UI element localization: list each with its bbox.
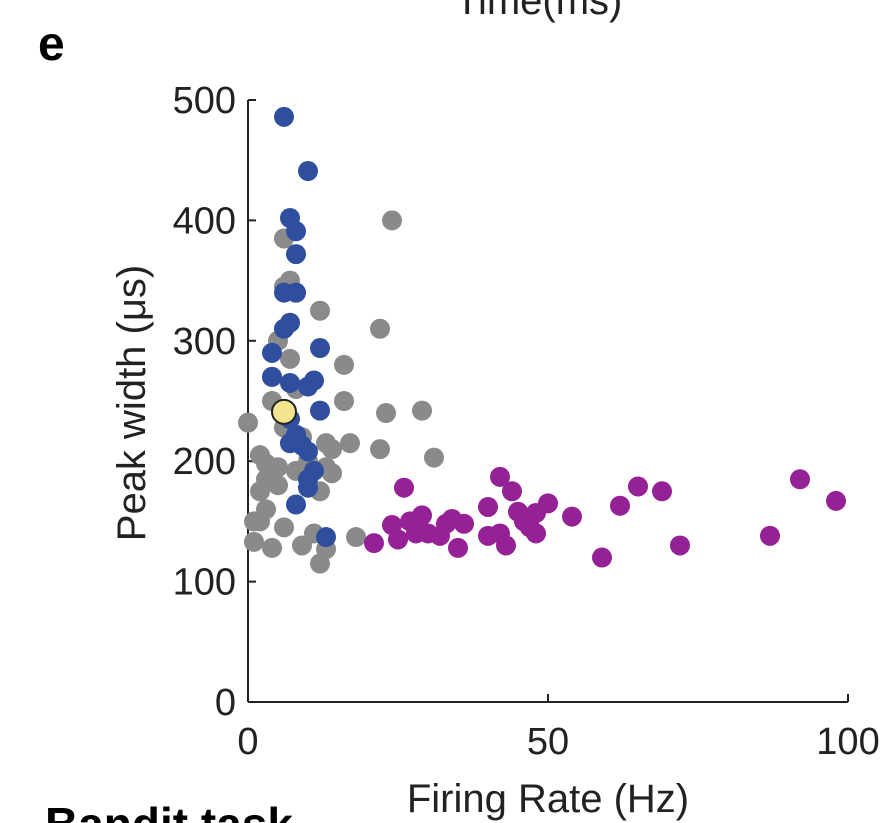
data-point	[262, 366, 282, 387]
data-point	[382, 210, 402, 231]
y-axis-label: Peak width (μs)	[110, 265, 154, 541]
data-point	[298, 161, 318, 182]
data-point	[424, 447, 444, 468]
data-point	[274, 106, 294, 127]
data-point	[340, 433, 360, 454]
data-point	[286, 494, 306, 515]
top-cut-label: Time(ms)	[455, 0, 622, 23]
data-point	[280, 348, 300, 369]
data-point	[268, 475, 288, 496]
data-point	[394, 477, 414, 498]
data-point	[346, 527, 366, 548]
data-point	[388, 529, 408, 550]
data-point	[334, 391, 354, 411]
x-tick-label: 100	[816, 721, 879, 763]
y-tick-label: 200	[173, 441, 236, 483]
data-point	[628, 476, 648, 497]
data-point	[274, 517, 294, 538]
data-point	[298, 477, 318, 498]
data-point	[262, 537, 282, 558]
data-point	[496, 535, 516, 556]
y-tick-label: 400	[173, 200, 236, 242]
data-point	[334, 354, 354, 375]
highlight-point	[271, 398, 297, 425]
data-point	[310, 300, 330, 321]
data-point	[538, 493, 558, 514]
data-point	[364, 533, 384, 554]
data-point	[370, 439, 390, 460]
data-point	[238, 412, 258, 433]
data-point	[370, 318, 390, 339]
data-point	[826, 490, 846, 511]
data-point	[316, 527, 336, 548]
data-point	[760, 525, 780, 546]
data-point	[478, 496, 498, 517]
data-point	[652, 481, 672, 502]
data-point	[670, 535, 690, 556]
x-axis-label: Firing Rate (Hz)	[407, 777, 689, 821]
y-tick-label: 0	[215, 682, 236, 724]
data-point	[526, 523, 546, 544]
data-point	[298, 376, 318, 397]
data-point	[562, 506, 582, 527]
axes	[247, 99, 849, 703]
data-point	[280, 372, 300, 393]
data-point	[322, 439, 342, 460]
data-point	[274, 318, 294, 339]
data-point	[448, 537, 468, 558]
panel-letter: e	[38, 18, 65, 71]
data-point	[454, 513, 474, 534]
data-point	[310, 400, 330, 421]
data-point	[286, 221, 306, 242]
data-point	[412, 505, 432, 526]
data-point	[298, 441, 318, 462]
data-point	[490, 466, 510, 487]
y-tick-label: 500	[173, 80, 236, 122]
data-point	[256, 453, 276, 474]
data-point	[244, 531, 264, 552]
data-point	[592, 547, 612, 568]
x-tick-label: 0	[237, 721, 258, 763]
data-point	[610, 495, 630, 516]
y-tick-label: 100	[173, 562, 236, 604]
data-point	[286, 282, 306, 303]
data-point	[310, 338, 330, 359]
bottom-cut-label: Bandit task	[45, 798, 293, 823]
tick-labels: 0 100 200 300 400 500 0 50 100	[173, 80, 880, 763]
data-points	[238, 106, 846, 574]
data-point	[376, 403, 396, 424]
y-tick-label: 300	[173, 321, 236, 363]
x-tick-label: 50	[527, 721, 569, 763]
data-point	[262, 342, 282, 363]
data-point	[412, 400, 432, 421]
data-point	[790, 469, 810, 490]
data-point	[502, 481, 522, 502]
data-point	[322, 463, 342, 484]
data-point	[304, 460, 324, 481]
data-point	[244, 511, 264, 532]
data-point	[286, 244, 306, 265]
